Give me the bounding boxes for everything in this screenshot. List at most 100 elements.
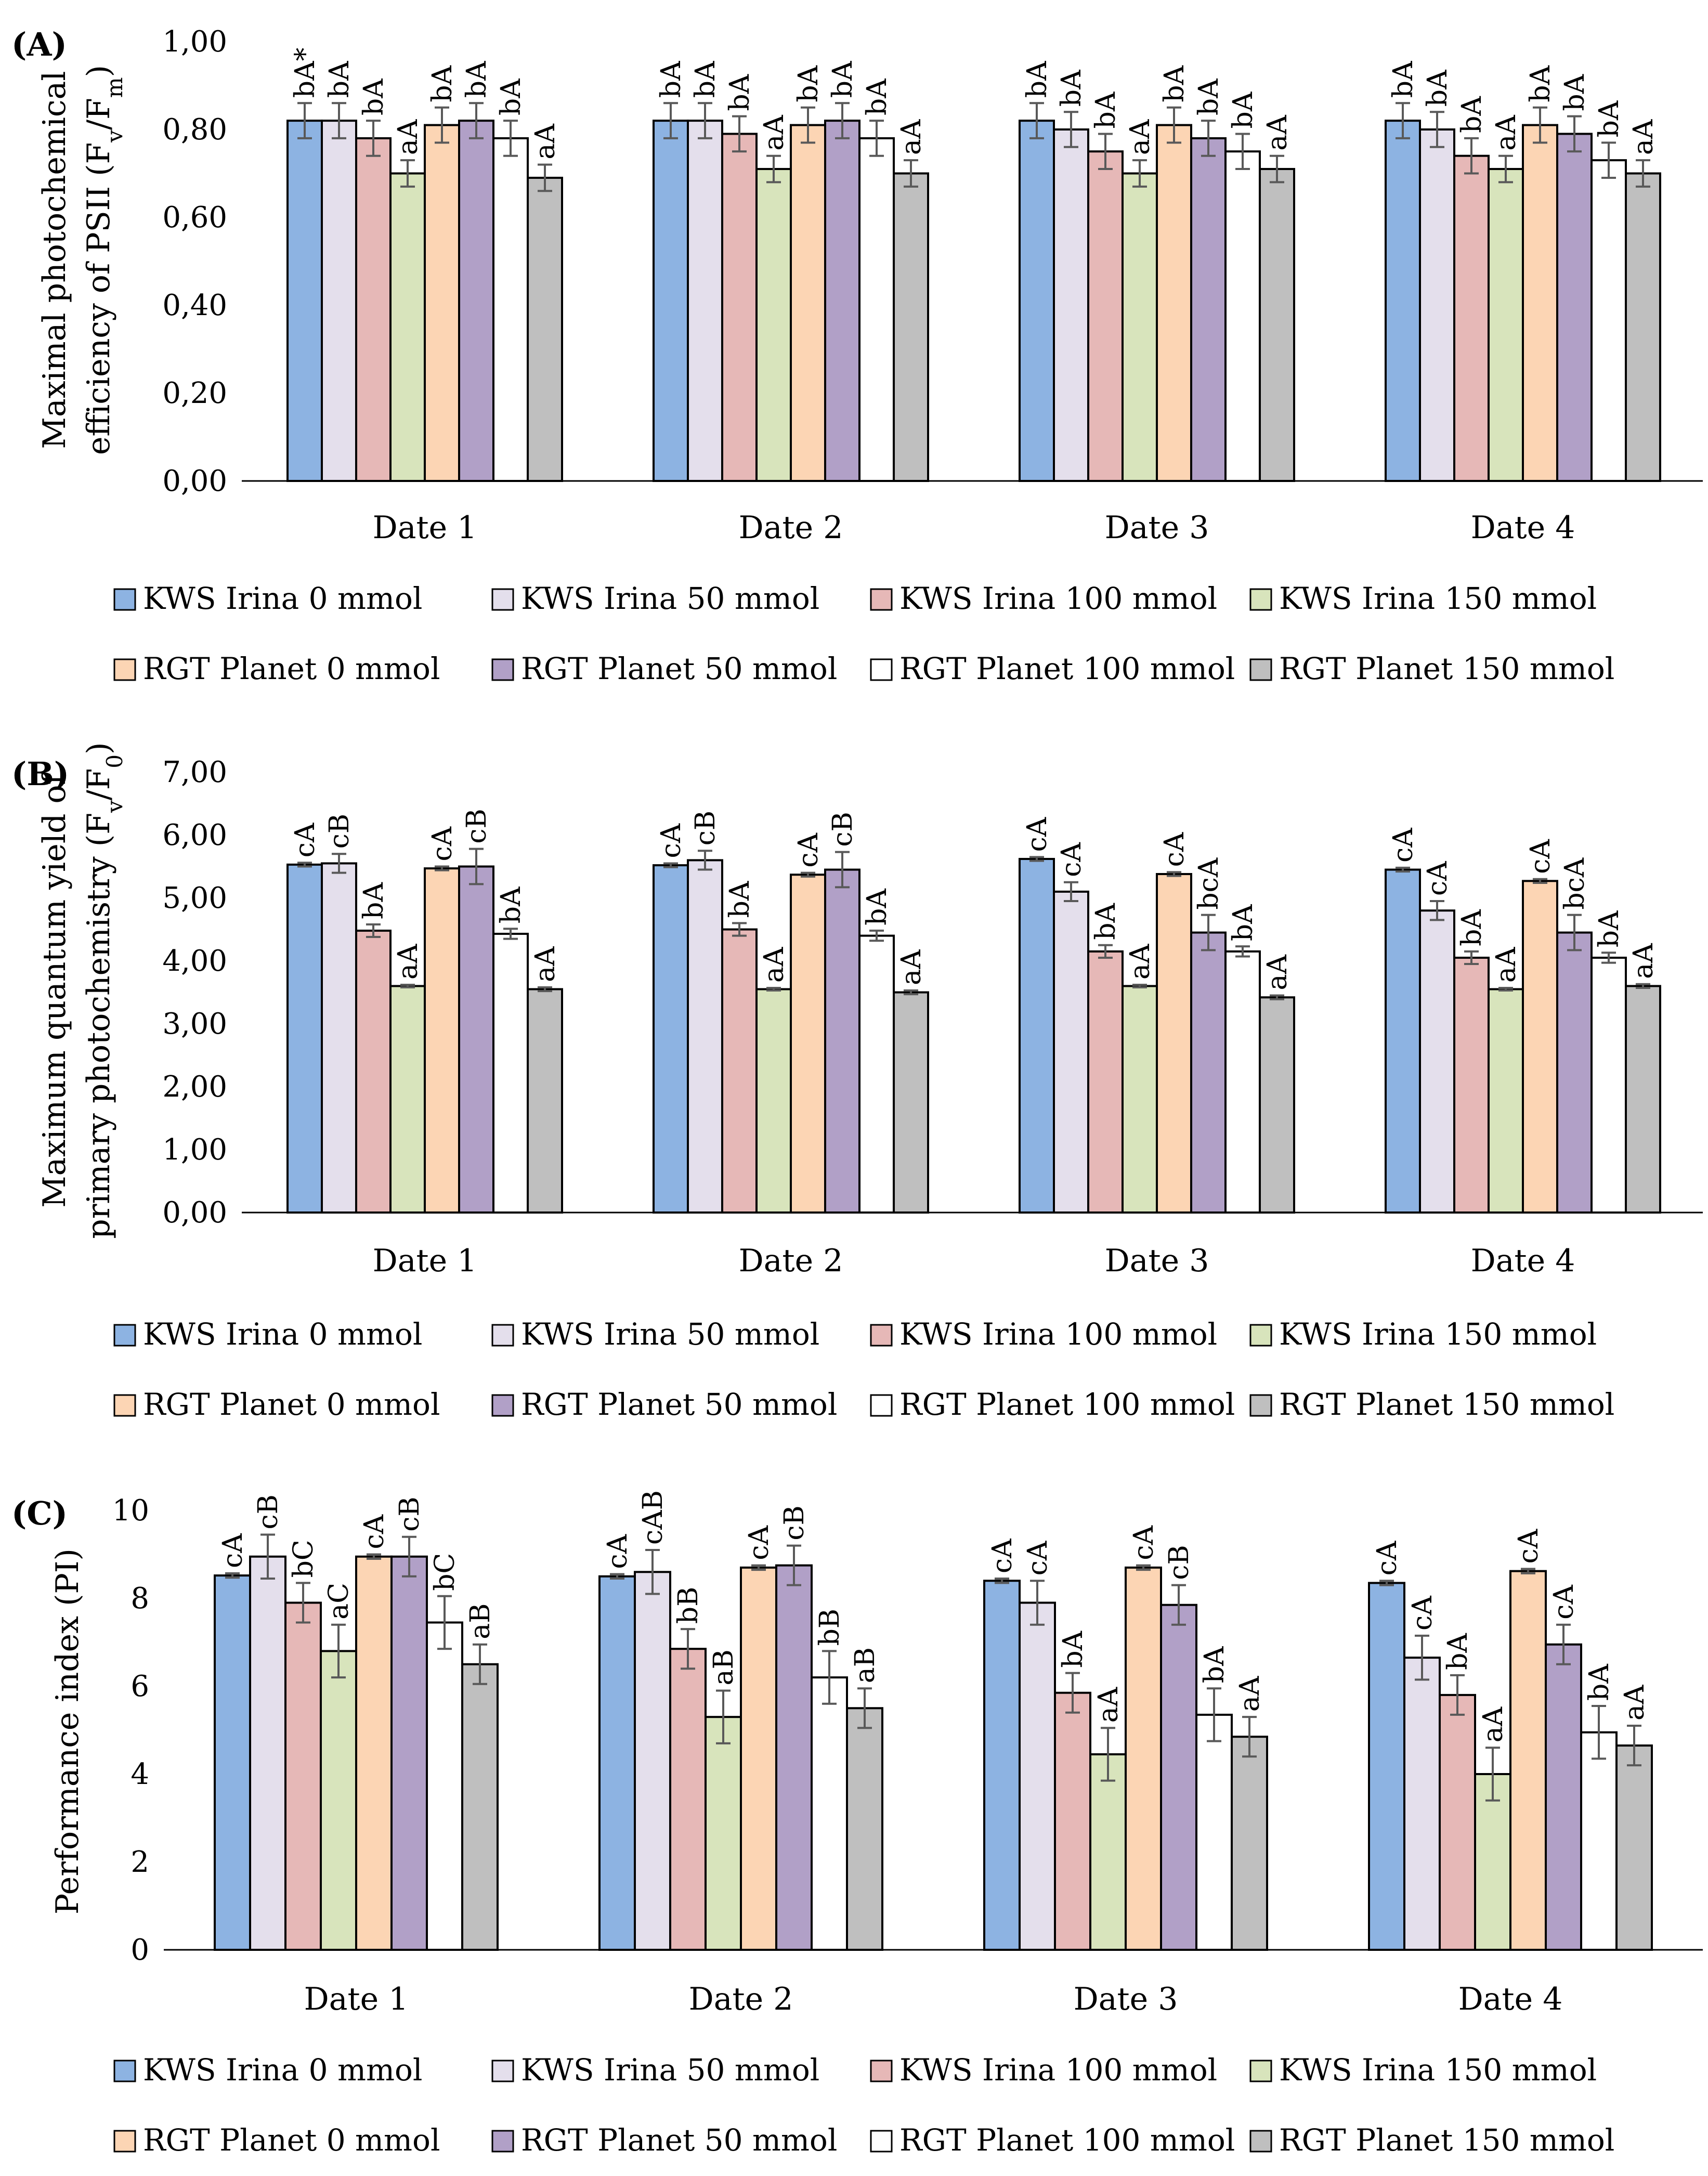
legend-swatch bbox=[1249, 658, 1272, 681]
legend-label: KWS Irina 150 mmol bbox=[1279, 1317, 1597, 1352]
legend-swatch bbox=[113, 2060, 136, 2082]
bar bbox=[355, 137, 392, 482]
bar bbox=[893, 991, 929, 1214]
bar bbox=[1453, 956, 1490, 1214]
legend-item: RGT Planet 0 mmol bbox=[113, 2122, 440, 2158]
significance-letter: aA bbox=[759, 114, 790, 151]
legend-swatch bbox=[113, 1324, 136, 1347]
significance-letter: aA bbox=[1628, 119, 1659, 155]
legend-swatch bbox=[491, 2060, 514, 2082]
significance-letter: bA bbox=[862, 888, 893, 926]
bar bbox=[1545, 1643, 1582, 1951]
legend-swatch bbox=[491, 2130, 514, 2153]
bar bbox=[858, 934, 895, 1214]
significance-letter: bA bbox=[793, 64, 824, 102]
significance-letter: aA bbox=[896, 119, 927, 155]
y-axis-label-part: primary photochemistry (F bbox=[81, 813, 117, 1239]
bar bbox=[740, 1566, 777, 1951]
bar bbox=[1385, 120, 1421, 483]
significance-letter: bA bbox=[1594, 100, 1625, 137]
y-axis-label: Maximal photochemical bbox=[36, 71, 73, 449]
legend-item: RGT Planet 150 mmol bbox=[1249, 651, 1614, 686]
legend-item: KWS Irina 150 mmol bbox=[1249, 581, 1597, 616]
y-axis-label-part: /F bbox=[81, 98, 117, 130]
bar bbox=[389, 985, 426, 1214]
significance-letter: cA bbox=[1513, 1528, 1544, 1563]
bar bbox=[1439, 1693, 1476, 1951]
y-axis-label-line2: efficiency of PSII (Fv/Fm) bbox=[81, 65, 127, 455]
bar bbox=[983, 1580, 1021, 1951]
bar bbox=[321, 862, 357, 1214]
y-tick-label: 0,80 bbox=[162, 113, 227, 147]
legend-swatch bbox=[870, 1324, 893, 1347]
bar bbox=[426, 1621, 463, 1951]
legend-item: KWS Irina 50 mmol bbox=[491, 2052, 819, 2088]
legend-swatch bbox=[113, 1394, 136, 1417]
significance-letter: cA bbox=[1407, 1595, 1438, 1631]
bar bbox=[527, 176, 563, 482]
significance-letter: cB bbox=[324, 814, 355, 849]
y-tick-label: 1,00 bbox=[162, 1133, 227, 1167]
significance-letter: cB bbox=[827, 812, 858, 846]
significance-letter: aA bbox=[759, 946, 790, 983]
y-tick-label: 0 bbox=[131, 1933, 149, 1967]
legend-item: RGT Planet 50 mmol bbox=[491, 2122, 837, 2158]
bar bbox=[1122, 985, 1158, 1214]
significance-letter: cA bbox=[1548, 1584, 1580, 1620]
bar bbox=[858, 137, 895, 482]
legend-item: KWS Irina 50 mmol bbox=[491, 1317, 819, 1352]
significance-letter: bA bbox=[1594, 910, 1625, 947]
significance-letter: aB bbox=[708, 1649, 739, 1685]
bar bbox=[492, 932, 529, 1214]
significance-letter: cB bbox=[779, 1505, 810, 1540]
legend-item: KWS Irina 100 mmol bbox=[870, 1317, 1217, 1352]
bar bbox=[687, 859, 723, 1214]
legend-label: RGT Planet 0 mmol bbox=[143, 2122, 440, 2158]
x-category-label: Date 1 bbox=[373, 1243, 477, 1279]
significance-letter: bB bbox=[673, 1587, 704, 1624]
significance-letter: bB bbox=[814, 1609, 845, 1646]
y-tick-label: 4,00 bbox=[162, 944, 227, 978]
significance-letter: cB bbox=[394, 1496, 425, 1531]
legend-swatch bbox=[1249, 1394, 1272, 1417]
bar bbox=[1231, 1736, 1268, 1951]
bar bbox=[893, 172, 929, 482]
legend-label: KWS Irina 50 mmol bbox=[521, 581, 819, 616]
legend-label: RGT Planet 0 mmol bbox=[143, 1387, 440, 1422]
x-category-label: Date 3 bbox=[1105, 510, 1209, 546]
significance-letter: bA bbox=[1584, 1663, 1615, 1701]
significance-letter: cA bbox=[359, 1514, 390, 1549]
bar bbox=[1224, 150, 1261, 482]
significance-letter: aA bbox=[530, 946, 561, 982]
significance-letter: bA bbox=[827, 60, 858, 98]
bar bbox=[634, 1571, 671, 1951]
legend-item: RGT Planet 50 mmol bbox=[491, 651, 837, 686]
significance-letter: aA bbox=[393, 119, 424, 155]
bar bbox=[1368, 1582, 1405, 1951]
bar bbox=[1625, 172, 1661, 482]
legend-label: KWS Irina 0 mmol bbox=[143, 581, 422, 616]
bar bbox=[461, 1663, 499, 1951]
bar bbox=[653, 864, 689, 1214]
significance-letter: bA bbox=[1228, 904, 1259, 941]
bar bbox=[389, 172, 426, 482]
y-tick-label: 6,00 bbox=[162, 818, 227, 852]
panel-label: (B) bbox=[11, 755, 69, 793]
bar bbox=[755, 168, 792, 482]
y-tick-label: 0,40 bbox=[162, 289, 227, 322]
significance-letter: cA bbox=[1422, 861, 1453, 896]
bar bbox=[424, 867, 460, 1214]
bar bbox=[1556, 133, 1593, 482]
significance-letter: aA bbox=[1125, 119, 1156, 155]
bar bbox=[846, 1707, 883, 1951]
significance-letter: bA bbox=[724, 73, 755, 111]
x-category-label: Date 2 bbox=[739, 510, 843, 546]
x-category-label: Date 1 bbox=[373, 510, 477, 546]
bar bbox=[1488, 168, 1524, 482]
legend-swatch bbox=[491, 588, 514, 611]
significance-letter: cA bbox=[1159, 831, 1190, 867]
bar bbox=[705, 1716, 742, 1951]
legend-swatch bbox=[870, 2130, 893, 2153]
significance-letter: cA bbox=[1022, 816, 1053, 852]
y-axis-label-part: v bbox=[102, 130, 127, 143]
